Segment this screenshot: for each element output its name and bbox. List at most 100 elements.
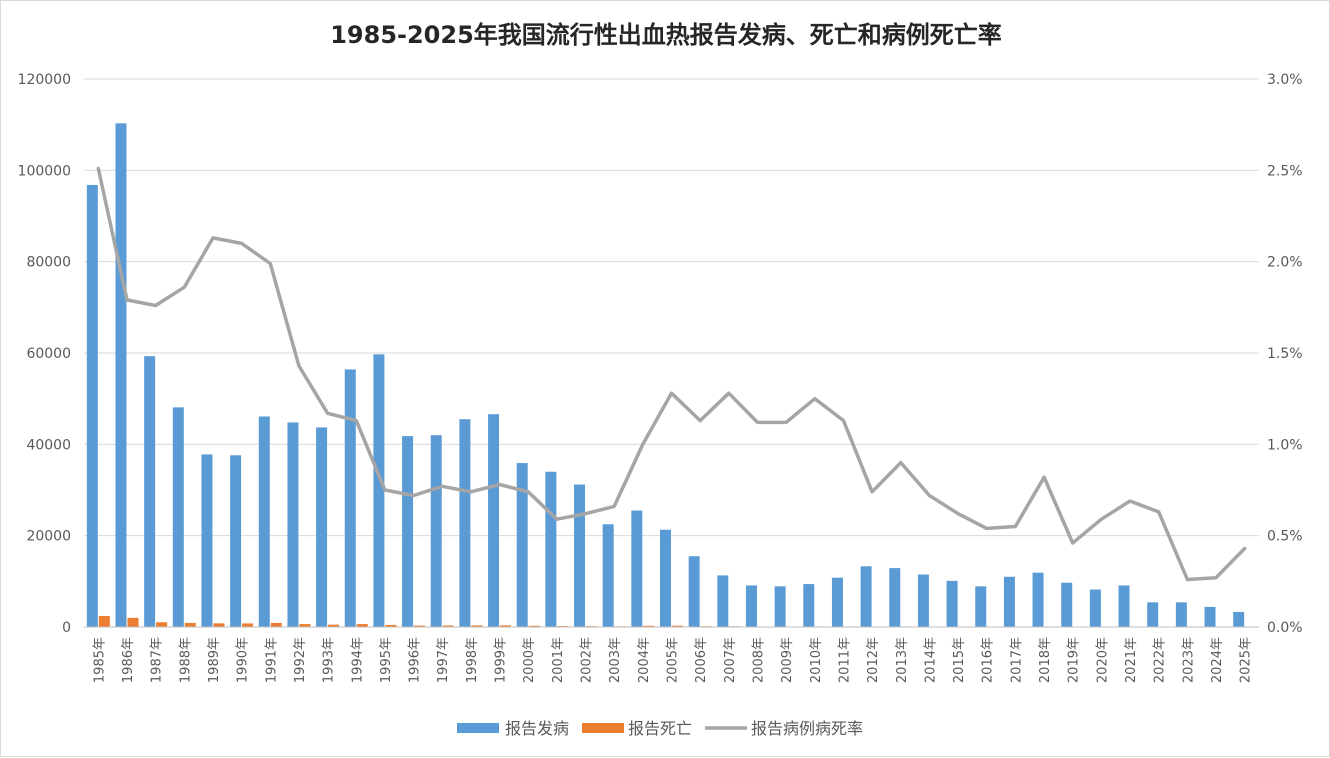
- bar-incidence: [173, 407, 184, 627]
- bar-incidence: [631, 511, 642, 627]
- x-axis-tick-label: 1999年: [494, 637, 509, 683]
- x-axis-tick-label: 1985年: [92, 637, 107, 683]
- x-axis-tick-label: 2021年: [1124, 637, 1139, 683]
- bar-incidence: [1004, 577, 1015, 627]
- bar-incidence: [1090, 590, 1101, 627]
- bar-incidence: [345, 369, 356, 627]
- bar-incidence: [832, 578, 843, 627]
- bar-incidence: [861, 566, 872, 627]
- x-axis-tick-label: 2014年: [923, 637, 938, 683]
- x-axis-tick-label: 1993年: [322, 637, 337, 683]
- bar-incidence: [316, 427, 327, 627]
- x-axis-tick-label: 2025年: [1239, 637, 1254, 683]
- right-axis-tick-label: 0.5%: [1267, 529, 1303, 545]
- bar-incidence: [1147, 602, 1158, 627]
- right-axis-tick-label: 3.0%: [1267, 72, 1303, 88]
- x-axis-tick-label: 2016年: [981, 637, 996, 683]
- bar-incidence: [689, 556, 700, 627]
- x-axis-tick-label: 1997年: [436, 637, 451, 683]
- right-axis-tick-label: 1.5%: [1267, 346, 1303, 362]
- bar-incidence: [1205, 607, 1216, 627]
- bar-incidence: [545, 472, 556, 627]
- bar-incidence: [1119, 585, 1130, 627]
- x-axis-tick-label: 1991年: [264, 637, 279, 683]
- bar-incidence: [230, 455, 241, 627]
- right-axis-tick-label: 0.0%: [1267, 620, 1303, 636]
- bar-incidence: [1176, 602, 1187, 627]
- bar-incidence: [373, 354, 384, 627]
- x-axis-tick-label: 2005年: [666, 637, 681, 683]
- bar-death: [127, 618, 138, 627]
- legend-label-incidence: 报告发病: [505, 719, 569, 738]
- x-axis-tick-label: 2007年: [723, 637, 738, 683]
- bar-incidence: [660, 530, 671, 627]
- left-axis-tick-label: 120000: [18, 72, 71, 88]
- bar-incidence: [1233, 612, 1244, 627]
- left-axis-tick-label: 80000: [26, 255, 71, 271]
- legend-swatch-incidence: [457, 723, 499, 733]
- right-axis-tick-label: 1.0%: [1267, 437, 1303, 453]
- bar-incidence: [144, 356, 155, 627]
- bar-incidence: [488, 414, 499, 627]
- bar-incidence: [287, 422, 298, 627]
- bar-death: [213, 623, 224, 627]
- bar-incidence: [803, 584, 814, 627]
- bar-incidence: [201, 454, 212, 627]
- bar-incidence: [717, 575, 728, 627]
- x-axis-tick-label: 1987年: [150, 637, 165, 683]
- right-axis-tick-label: 2.0%: [1267, 255, 1303, 271]
- bar-death: [156, 622, 167, 627]
- legend-swatch-death: [582, 723, 624, 733]
- bar-incidence: [431, 435, 442, 627]
- bar-incidence: [459, 419, 470, 627]
- bar-incidence: [87, 185, 98, 627]
- bar-incidence: [775, 586, 786, 627]
- bar-incidence: [1033, 573, 1044, 627]
- x-axis-tick-label: 1986年: [121, 637, 136, 683]
- x-axis-tick-label: 2008年: [751, 637, 766, 683]
- left-axis-tick-label: 0: [62, 620, 71, 636]
- legend-label-rate: 报告病例病死率: [751, 719, 863, 738]
- x-axis-tick-label: 1996年: [408, 637, 423, 683]
- x-axis-tick-label: 2017年: [1009, 637, 1024, 683]
- x-axis-tick-label: 2013年: [895, 637, 910, 683]
- x-axis-tick-label: 1994年: [350, 637, 365, 683]
- x-axis-tick-label: 1988年: [178, 637, 193, 683]
- x-axis-tick-label: 2023年: [1181, 637, 1196, 683]
- bar-incidence: [947, 581, 958, 627]
- x-axis-tick-label: 2009年: [780, 637, 795, 683]
- bar-death: [99, 616, 110, 627]
- x-axis-tick-label: 2022年: [1153, 637, 1168, 683]
- line-layer: [98, 169, 1244, 580]
- left-axis-tick-label: 100000: [18, 163, 71, 179]
- x-axis-tick-label: 2015年: [952, 637, 967, 683]
- bar-incidence: [1061, 583, 1072, 627]
- x-axis-tick-label: 2012年: [866, 637, 881, 683]
- x-axis-tick-label: 2004年: [637, 637, 652, 683]
- rate-line: [98, 169, 1244, 580]
- left-axis-tick-label: 20000: [26, 529, 71, 545]
- x-axis-tick-label: 2024年: [1210, 637, 1225, 683]
- bar-incidence: [115, 123, 126, 627]
- bar-incidence: [746, 585, 757, 627]
- x-axis-tick-label: 2011年: [837, 637, 852, 683]
- bar-incidence: [402, 436, 413, 627]
- x-axis-tick-label: 2018年: [1038, 637, 1053, 683]
- right-axis-tick-label: 2.5%: [1267, 163, 1303, 179]
- x-axis-tick-label: 2010年: [809, 637, 824, 683]
- bar-incidence: [975, 586, 986, 627]
- legend-label-death: 报告死亡: [628, 719, 692, 738]
- bar-incidence: [603, 524, 614, 627]
- x-axis-tick-label: 2002年: [580, 637, 595, 683]
- x-axis-tick-label: 2000年: [522, 637, 537, 683]
- bar-death: [185, 623, 196, 627]
- left-axis-tick-label: 60000: [26, 346, 71, 362]
- x-axis-tick-label: 2020年: [1095, 637, 1110, 683]
- x-axis-tick-label: 1995年: [379, 637, 394, 683]
- legend: 报告发病 报告死亡 报告病例病死率: [457, 719, 863, 738]
- x-axis-tick-label: 2003年: [608, 637, 623, 683]
- bar-incidence: [918, 574, 929, 627]
- bar-incidence: [574, 485, 585, 627]
